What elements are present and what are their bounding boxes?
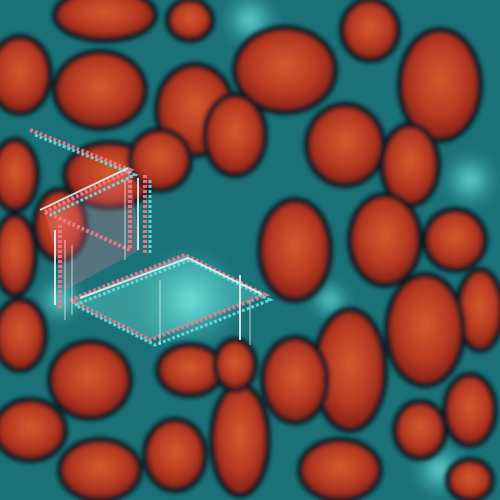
cell bbox=[52, 0, 158, 43]
cell bbox=[392, 399, 448, 461]
cell bbox=[304, 102, 386, 188]
cell bbox=[0, 137, 40, 213]
cell bbox=[347, 192, 423, 288]
cell bbox=[47, 339, 133, 421]
cube-face-upper bbox=[45, 170, 140, 290]
cell bbox=[165, 0, 215, 43]
cell bbox=[442, 372, 498, 448]
cube-glitch-streaks bbox=[64, 180, 251, 345]
cell bbox=[397, 27, 483, 143]
cell bbox=[0, 297, 48, 373]
cell bbox=[0, 397, 68, 463]
cell bbox=[202, 92, 268, 178]
cell bbox=[297, 437, 383, 500]
cell bbox=[339, 0, 401, 63]
cube-pink-offset bbox=[29, 128, 270, 343]
cell bbox=[422, 207, 488, 273]
cell bbox=[257, 197, 333, 303]
cell bbox=[52, 49, 148, 131]
cube-face-lower bbox=[70, 255, 265, 340]
cell bbox=[0, 34, 53, 116]
cell bbox=[142, 417, 208, 493]
cell bbox=[0, 212, 38, 298]
cell bbox=[384, 272, 466, 388]
cube-cyan-offset bbox=[34, 133, 274, 347]
cell bbox=[209, 382, 271, 498]
cube-white-lines bbox=[39, 167, 263, 340]
wireframe-cube-icon bbox=[29, 128, 274, 347]
cell bbox=[212, 337, 258, 393]
cell bbox=[260, 335, 330, 425]
cell bbox=[232, 25, 338, 115]
cell bbox=[57, 437, 143, 500]
cell bbox=[445, 457, 495, 500]
